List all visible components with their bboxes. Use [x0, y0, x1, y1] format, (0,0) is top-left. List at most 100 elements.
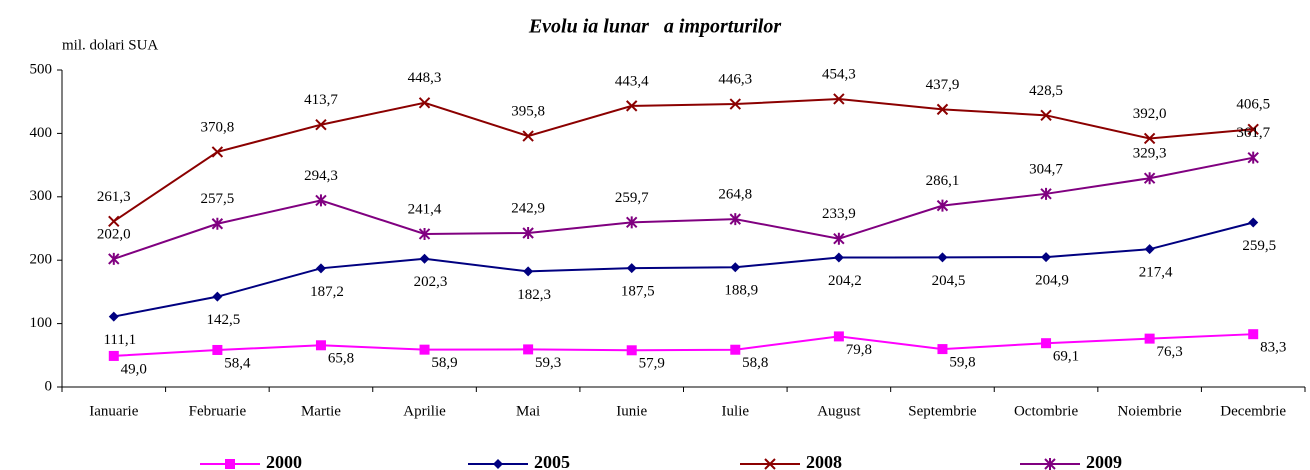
- data-label: 428,5: [1029, 83, 1063, 99]
- y-tick-label: 300: [30, 188, 53, 204]
- marker: [315, 340, 326, 351]
- marker: [626, 263, 637, 274]
- data-label: 59,3: [535, 355, 561, 371]
- legend-marker: [1044, 458, 1056, 470]
- legend-label: 2005: [534, 452, 570, 470]
- marker: [1247, 151, 1259, 164]
- series-line: [113, 333, 1254, 357]
- data-label: 58,4: [224, 355, 251, 371]
- y-tick-label: 500: [30, 61, 53, 77]
- marker: [211, 146, 224, 158]
- marker: [522, 130, 534, 142]
- data-label: 83,3: [1260, 340, 1286, 356]
- x-tick-label: Decembrie: [1220, 403, 1286, 419]
- marker: [315, 194, 327, 207]
- data-label: 259,7: [615, 190, 649, 206]
- marker: [108, 215, 120, 228]
- data-label: 49,0: [121, 361, 147, 377]
- x-tick-label: Iulie: [722, 403, 750, 419]
- marker: [626, 345, 637, 356]
- data-label: 361,7: [1236, 125, 1270, 141]
- marker: [1041, 338, 1052, 349]
- data-label: 233,9: [822, 206, 856, 222]
- marker: [419, 253, 430, 264]
- marker: [626, 216, 638, 229]
- data-label: 413,7: [304, 92, 338, 108]
- data-label: 58,9: [431, 355, 457, 371]
- legend-marker: [493, 459, 503, 469]
- data-label: 69,1: [1053, 349, 1079, 365]
- marker: [315, 119, 327, 131]
- x-tick-label: Iunie: [616, 403, 647, 419]
- legend-label: 2009: [1086, 452, 1122, 470]
- data-label: 448,3: [408, 70, 442, 86]
- data-label: 286,1: [926, 173, 960, 189]
- data-label: 241,4: [408, 201, 442, 217]
- marker: [1143, 172, 1156, 185]
- marker: [936, 103, 949, 116]
- y-tick-label: 0: [45, 378, 53, 394]
- marker: [1247, 123, 1259, 135]
- marker: [833, 232, 845, 245]
- marker: [1040, 109, 1052, 122]
- marker: [833, 331, 844, 342]
- marker: [833, 252, 844, 263]
- marker: [108, 311, 119, 322]
- data-label: 217,4: [1139, 265, 1173, 281]
- x-tick-label: Februarie: [189, 403, 247, 419]
- data-label: 443,4: [615, 73, 649, 89]
- data-label: 58,8: [742, 355, 768, 371]
- data-label: 57,9: [639, 356, 665, 372]
- data-label: 242,9: [511, 200, 545, 216]
- data-label: 261,3: [97, 189, 131, 205]
- data-label: 204,2: [828, 273, 862, 289]
- marker: [1143, 132, 1156, 145]
- marker: [730, 262, 741, 273]
- marker: [419, 344, 430, 355]
- data-label: 187,2: [310, 284, 344, 300]
- marker: [108, 350, 119, 361]
- data-label: 187,5: [621, 284, 655, 300]
- marker: [1144, 244, 1155, 255]
- data-label: 79,8: [846, 342, 872, 358]
- chart-title: Evolu ia lunar a importurilor: [528, 16, 782, 38]
- y-tick-label: 100: [30, 315, 53, 331]
- marker: [1144, 333, 1155, 344]
- series-line: [113, 97, 1254, 223]
- marker: [937, 252, 948, 263]
- marker: [729, 98, 741, 110]
- data-label: 111,1: [103, 332, 136, 348]
- data-label: 294,3: [304, 168, 338, 184]
- x-tick-label: Septembrie: [908, 403, 977, 419]
- x-tick-label: Noiembrie: [1118, 403, 1182, 419]
- marker: [730, 344, 741, 355]
- marker: [212, 291, 223, 302]
- data-label: 395,8: [511, 104, 545, 120]
- data-label: 188,9: [724, 283, 758, 299]
- marker: [1248, 217, 1259, 228]
- legend-label: 2000: [266, 452, 302, 470]
- y-tick-label: 400: [30, 125, 53, 141]
- marker: [418, 227, 431, 240]
- data-label: 204,9: [1035, 273, 1069, 289]
- x-tick-label: Ianuarie: [89, 403, 138, 419]
- data-label: 202,3: [414, 274, 448, 290]
- marker: [212, 344, 223, 355]
- marker: [315, 263, 326, 274]
- marker: [523, 266, 534, 277]
- marker: [418, 97, 431, 109]
- data-label: 454,3: [822, 66, 856, 82]
- series-line: [113, 221, 1254, 318]
- marker: [1041, 252, 1052, 263]
- data-label: 182,3: [517, 287, 551, 303]
- legend-marker: [764, 458, 776, 470]
- data-label: 142,5: [207, 312, 241, 328]
- legend-marker: [225, 459, 235, 469]
- marker: [936, 199, 949, 212]
- data-label: 65,8: [328, 351, 354, 367]
- data-label: 304,7: [1029, 161, 1063, 177]
- data-label: 204,5: [932, 273, 966, 289]
- marker: [108, 252, 120, 265]
- data-label: 392,0: [1133, 106, 1167, 122]
